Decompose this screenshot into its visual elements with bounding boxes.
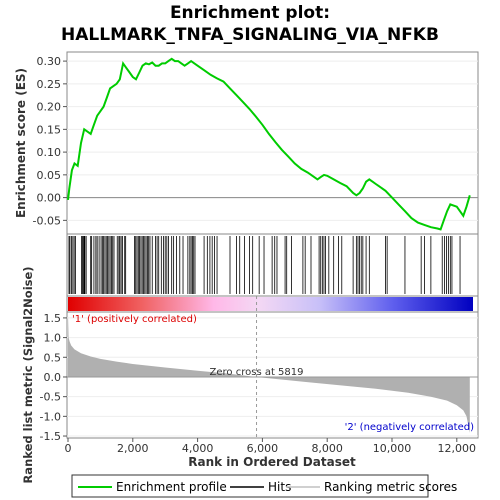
rank-tick-label: 0.0 — [44, 371, 62, 384]
positive-correlation-label: '1' (positively correlated) — [72, 314, 197, 325]
x-tick-label: 0 — [65, 442, 72, 455]
es-y-axis-label: Enrichment score (ES) — [14, 68, 28, 218]
es-y-ticks: 0.30 0.25 0.20 0.15 0.10 0.05 0.00 -0.05 — [33, 55, 67, 227]
legend-box — [71, 474, 429, 498]
zero-cross-label: Zero cross at 5819 — [210, 367, 304, 378]
rank-tick-label: -1.5 — [40, 430, 61, 443]
correlation-colorbar — [68, 297, 473, 311]
legend-item-ranking-metric: Ranking metric scores — [324, 480, 457, 494]
x-tick-label: 8,000 — [311, 442, 343, 455]
x-tick-label: 12,000 — [438, 442, 477, 455]
x-axis-label: Rank in Ordered Dataset — [188, 455, 356, 469]
es-tick-label: 0.10 — [37, 146, 62, 159]
x-tick-label: 6,000 — [247, 442, 279, 455]
x-tick-label: 2,000 — [117, 442, 149, 455]
x-tick-label: 10,000 — [373, 442, 412, 455]
rank-y-ticks: 1.5 1.0 0.5 0.0 -0.5 -1.0 -1.5 — [40, 312, 67, 443]
es-tick-label: 0.05 — [37, 169, 62, 182]
chart-title-line2: HALLMARK_TNFA_SIGNALING_VIA_NFKB — [61, 25, 439, 45]
es-tick-label: 0.25 — [37, 78, 62, 91]
x-axis-ticks: 0 2,000 4,000 6,000 8,000 10,000 12,000 — [65, 438, 477, 455]
rank-tick-label: -1.0 — [40, 410, 61, 423]
chart-title-line1: Enrichment plot: — [170, 3, 330, 23]
negative-correlation-label: '2' (negatively correlated) — [345, 422, 474, 433]
rank-tick-label: 1.5 — [44, 312, 62, 325]
x-tick-label: 4,000 — [182, 442, 214, 455]
enrichment-profile-line — [67, 57, 471, 231]
es-tick-label: -0.05 — [33, 214, 61, 227]
rank-tick-label: 1.0 — [44, 332, 62, 345]
es-tick-label: 0.15 — [37, 123, 62, 136]
es-tick-label: 0.00 — [37, 192, 62, 205]
rank-y-gridlines — [67, 317, 478, 437]
rank-tick-label: 0.5 — [44, 351, 62, 364]
rank-y-axis-label: Ranked list metric (Signal2Noise) — [21, 266, 35, 483]
legend-item-enrichment-profile: Enrichment profile — [116, 480, 227, 494]
ranking-metric-area — [68, 314, 470, 433]
es-tick-label: 0.20 — [37, 101, 62, 114]
legend-item-hits: Hits — [268, 480, 291, 494]
rank-tick-label: -0.5 — [40, 391, 61, 404]
hit-lines — [68, 236, 461, 294]
es-panel-frame — [66, 51, 479, 235]
es-tick-label: 0.30 — [37, 55, 62, 68]
